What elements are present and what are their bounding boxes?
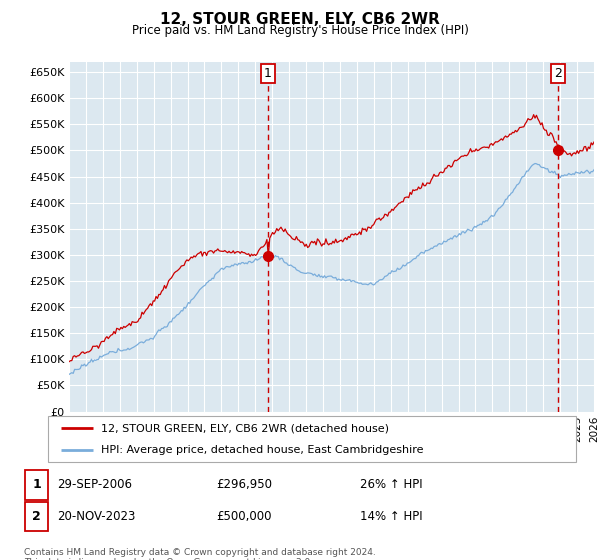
Text: 2: 2 — [554, 67, 562, 80]
Text: 12, STOUR GREEN, ELY, CB6 2WR (detached house): 12, STOUR GREEN, ELY, CB6 2WR (detached … — [101, 423, 389, 433]
FancyBboxPatch shape — [25, 470, 48, 500]
Text: £296,950: £296,950 — [216, 478, 272, 492]
Text: 20-NOV-2023: 20-NOV-2023 — [57, 510, 136, 524]
Text: Price paid vs. HM Land Registry's House Price Index (HPI): Price paid vs. HM Land Registry's House … — [131, 24, 469, 37]
Text: 29-SEP-2006: 29-SEP-2006 — [57, 478, 132, 492]
FancyBboxPatch shape — [25, 502, 48, 531]
Text: 1: 1 — [32, 478, 41, 492]
Text: 2: 2 — [32, 510, 41, 524]
Text: 12, STOUR GREEN, ELY, CB6 2WR: 12, STOUR GREEN, ELY, CB6 2WR — [160, 12, 440, 27]
FancyBboxPatch shape — [48, 416, 576, 462]
Text: 26% ↑ HPI: 26% ↑ HPI — [360, 478, 422, 492]
Text: Contains HM Land Registry data © Crown copyright and database right 2024.
This d: Contains HM Land Registry data © Crown c… — [24, 548, 376, 560]
Text: 1: 1 — [264, 67, 272, 80]
Text: HPI: Average price, detached house, East Cambridgeshire: HPI: Average price, detached house, East… — [101, 445, 424, 455]
Text: £500,000: £500,000 — [216, 510, 271, 524]
Text: 14% ↑ HPI: 14% ↑ HPI — [360, 510, 422, 524]
